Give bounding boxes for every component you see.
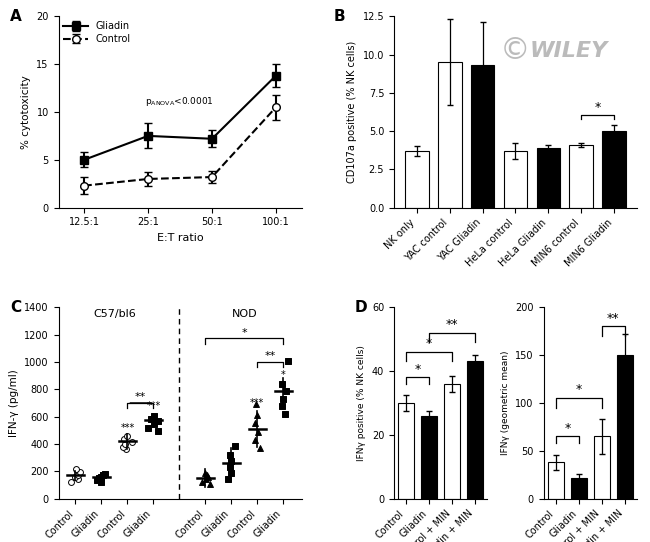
Point (205, 480, 215, 489)
Y-axis label: IFN-γ (pg/ml): IFN-γ (pg/ml) (8, 369, 19, 437)
Point (282, 356, 293, 365)
Point (153, 417, 163, 425)
Text: *: * (595, 101, 601, 114)
Point (120, 440, 131, 448)
Point (196, 477, 207, 486)
Point (149, 411, 159, 420)
Point (223, 475, 233, 484)
Text: D: D (355, 300, 367, 314)
Text: ©: © (500, 36, 530, 65)
Text: *: * (426, 337, 432, 350)
Text: *: * (281, 370, 286, 380)
Point (277, 401, 287, 410)
Text: **: ** (135, 392, 146, 402)
Bar (444, 384, 460, 499)
Point (251, 399, 261, 408)
Text: p$_{\mathregular{ANOVA}}$<0.0001: p$_{\mathregular{ANOVA}}$<0.0001 (145, 95, 214, 108)
Bar (569, 145, 593, 208)
Text: *: * (415, 363, 421, 376)
Point (229, 442, 240, 450)
Point (127, 437, 137, 446)
Text: **: ** (607, 312, 619, 325)
Bar (467, 362, 483, 499)
Legend: Gliadin, Control: Gliadin, Control (63, 21, 131, 44)
Point (225, 450, 235, 459)
Point (122, 432, 132, 441)
Point (70, 473, 80, 481)
Text: ***: *** (120, 423, 135, 433)
Bar (421, 416, 437, 499)
Point (250, 418, 260, 427)
Text: *: * (576, 383, 582, 396)
Y-axis label: IFNγ positive (% NK cells): IFNγ positive (% NK cells) (358, 345, 367, 461)
Bar (504, 151, 527, 208)
Text: C57/bl6: C57/bl6 (93, 309, 136, 319)
Point (252, 410, 262, 419)
Point (146, 414, 156, 423)
Point (118, 442, 128, 451)
Point (280, 410, 290, 418)
Point (250, 436, 261, 444)
Point (150, 420, 160, 429)
Text: **: ** (265, 351, 276, 361)
Point (226, 469, 237, 478)
Point (99, 470, 110, 479)
Bar (398, 403, 414, 499)
Text: ***: *** (250, 398, 265, 409)
Y-axis label: IFNγ (geometric mean): IFNγ (geometric mean) (500, 351, 510, 455)
Point (92, 476, 102, 485)
Text: A: A (10, 9, 21, 24)
Point (280, 387, 291, 396)
Point (225, 462, 235, 471)
Point (121, 445, 131, 454)
Y-axis label: % cytotoxicity: % cytotoxicity (21, 75, 31, 149)
Point (119, 435, 129, 443)
Point (278, 379, 288, 388)
Text: B: B (333, 9, 344, 24)
Text: *: * (564, 422, 571, 435)
Bar (471, 65, 495, 208)
Point (200, 475, 211, 484)
Point (94, 474, 104, 482)
Point (226, 457, 237, 466)
Point (73, 475, 83, 484)
Text: NOD: NOD (231, 309, 257, 319)
Text: **: ** (446, 318, 458, 331)
Point (73, 470, 83, 479)
Point (98, 471, 109, 480)
Bar (548, 462, 564, 499)
Point (143, 423, 153, 432)
Point (253, 427, 263, 436)
Bar (603, 131, 626, 208)
Point (66, 478, 76, 487)
Point (203, 473, 213, 482)
Text: ***: *** (146, 401, 161, 411)
X-axis label: E:T ratio: E:T ratio (157, 233, 203, 243)
Text: *: * (242, 327, 247, 338)
Point (75, 468, 86, 476)
Bar (617, 355, 632, 499)
Point (96, 473, 107, 481)
Bar (593, 436, 610, 499)
Bar (536, 148, 560, 208)
Point (96, 478, 107, 487)
Y-axis label: CD107a positive (% NK cells): CD107a positive (% NK cells) (347, 41, 357, 183)
Point (202, 471, 213, 480)
Point (255, 444, 265, 453)
Point (278, 395, 288, 403)
Point (200, 469, 210, 478)
Text: WILEY: WILEY (530, 41, 608, 61)
Bar (571, 478, 587, 499)
Bar (438, 62, 462, 208)
Point (71, 465, 81, 474)
Text: C: C (10, 300, 21, 314)
Bar (405, 151, 428, 208)
Point (153, 427, 163, 435)
